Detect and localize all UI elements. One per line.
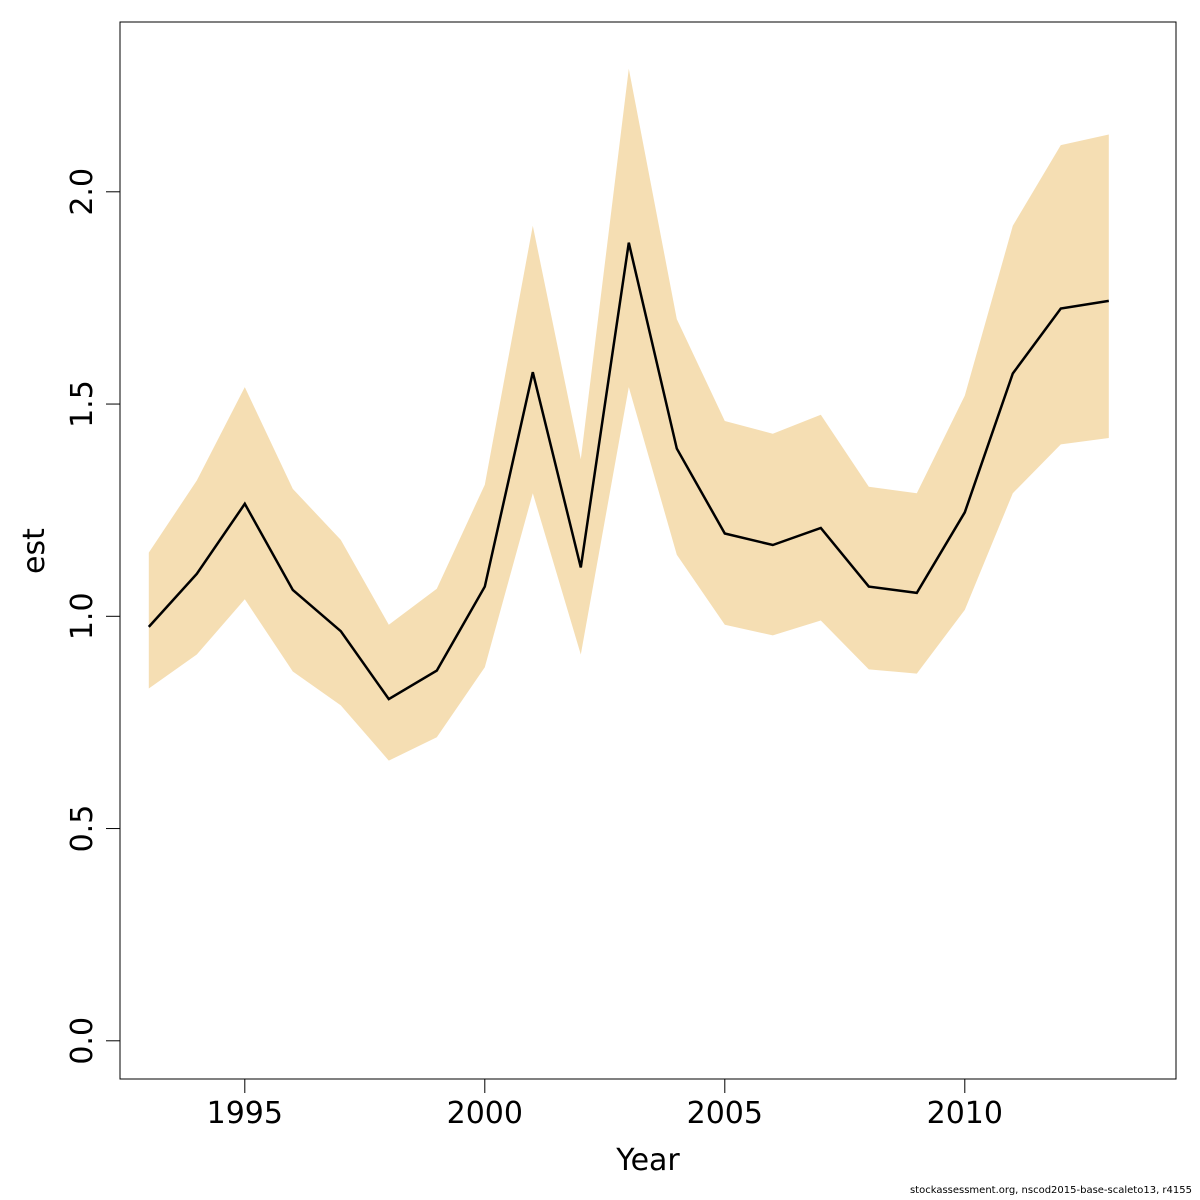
x-axis: 1995 2000 2005 2010 <box>207 1078 1003 1131</box>
estimate-line-layer <box>147 242 1109 701</box>
y-tick-label: 2.0 <box>65 168 100 216</box>
x-tick-label: 2000 <box>447 1096 523 1131</box>
x-axis-title: Year <box>615 1143 680 1178</box>
y-axis-title: est <box>17 528 52 574</box>
y-tick-label: 1.5 <box>65 380 100 428</box>
x-tick-label: 1995 <box>207 1096 283 1131</box>
y-axis: 0.0 0.5 1.0 1.5 2.0 <box>65 168 121 1065</box>
x-tick-label: 2010 <box>927 1096 1003 1131</box>
y-tick-label: 0.5 <box>65 805 100 853</box>
y-tick-label: 1.0 <box>65 592 100 640</box>
x-tick-label: 2005 <box>687 1096 763 1131</box>
y-tick-label: 0.0 <box>65 1017 100 1065</box>
estimate-line <box>147 242 1109 701</box>
footer-note: stockassessment.org, nscod2015-base-scal… <box>909 1185 1192 1196</box>
